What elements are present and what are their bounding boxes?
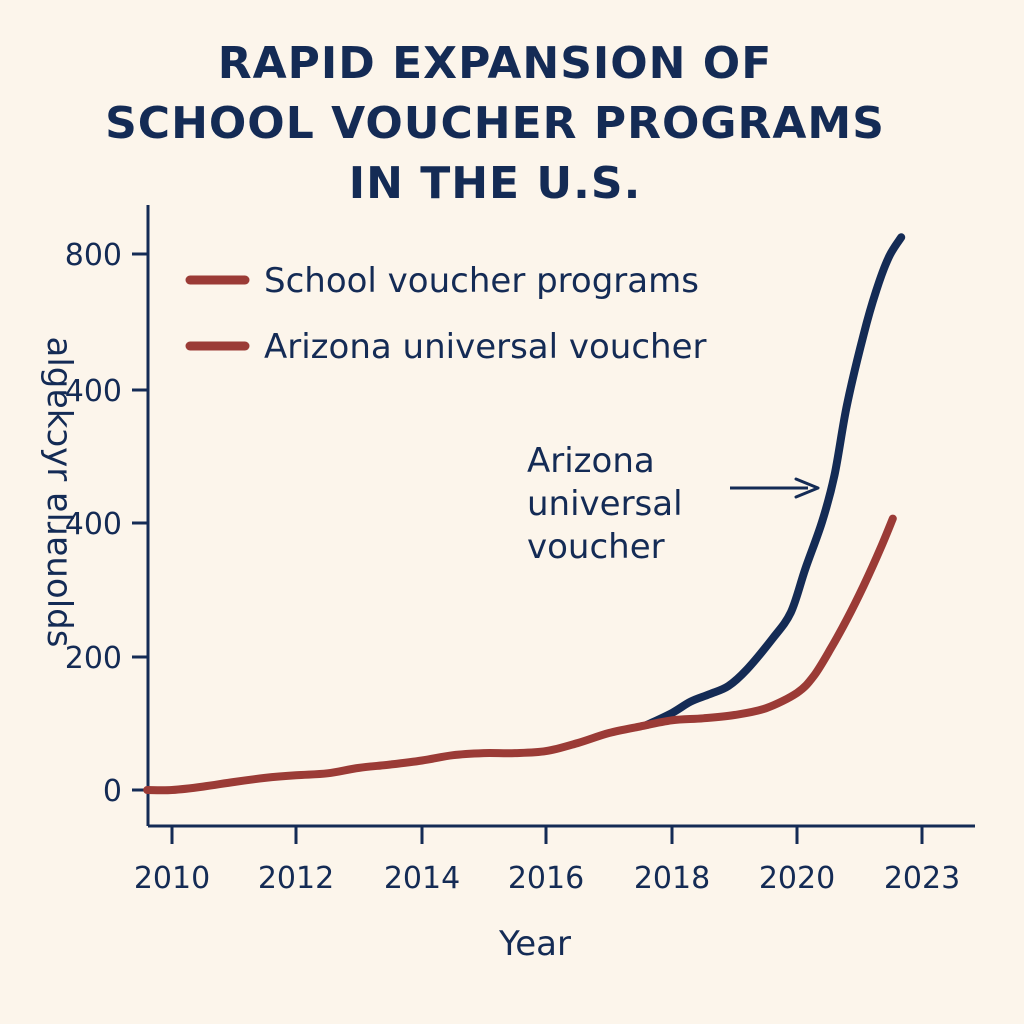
x-ticks: 2010 2012 2014 2016 2018 2020 2023	[134, 826, 960, 896]
series-line-school-voucher-programs	[143, 514, 897, 795]
title-line-1: RAPID EXPANSION OF	[218, 38, 773, 89]
chart-title: RAPID EXPANSION OF SCHOOL VOUCHER PROGRA…	[105, 38, 885, 209]
legend-label-school-voucher: School voucher programs	[264, 261, 699, 301]
x-tick-label: 2018	[634, 861, 710, 896]
y-tick-label: 200	[65, 641, 122, 676]
series-line-arizona-universal-voucher	[642, 233, 906, 729]
title-line-3: IN THE U.S.	[349, 158, 642, 209]
legend-label-arizona: Arizona universal voucher	[264, 327, 707, 367]
annotation-line-3: voucher	[527, 527, 665, 567]
x-tick-label: 2020	[759, 861, 835, 896]
axes	[146, 205, 975, 828]
x-tick-label: 2016	[508, 861, 584, 896]
x-tick-label: 2023	[884, 861, 960, 896]
y-axis-title: algɐkɔyr ɐlɹɐuolds	[39, 337, 79, 648]
y-tick-label: 400	[65, 507, 122, 542]
annotation-line-2: universal	[527, 484, 683, 524]
y-tick-label: 800	[65, 238, 122, 273]
y-tick-label: 400	[65, 374, 122, 409]
annotation-line-1: Arizona	[527, 441, 655, 481]
legend: School voucher programs Arizona universa…	[185, 261, 707, 367]
y-ticks: 0 200 400 400 800	[65, 238, 148, 809]
x-axis-title: Year	[498, 924, 571, 964]
title-line-2: SCHOOL VOUCHER PROGRAMS	[105, 98, 885, 149]
x-tick-label: 2012	[258, 861, 334, 896]
x-tick-label: 2014	[384, 861, 460, 896]
annotation-arrow-head	[794, 477, 820, 499]
x-tick-label: 2010	[134, 861, 210, 896]
series-lines	[143, 233, 906, 795]
y-tick-label: 0	[103, 774, 122, 809]
annotation: Arizona universal voucher	[527, 441, 820, 567]
